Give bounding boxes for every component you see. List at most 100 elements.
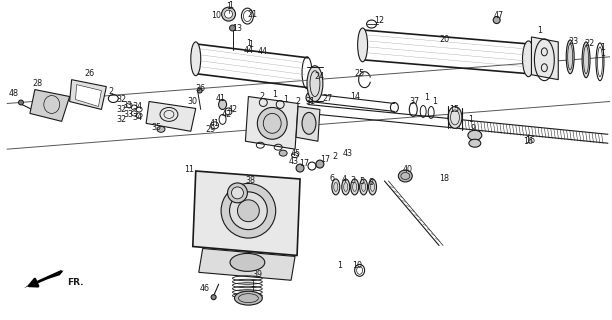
Ellipse shape — [230, 25, 236, 31]
Text: 21: 21 — [247, 10, 258, 19]
Text: 17: 17 — [320, 155, 330, 164]
Text: 14: 14 — [349, 92, 360, 101]
Text: 16: 16 — [523, 137, 534, 146]
Ellipse shape — [279, 150, 287, 156]
Text: 36: 36 — [196, 84, 206, 93]
Text: 31: 31 — [305, 97, 315, 106]
Text: 41: 41 — [210, 119, 220, 128]
Text: 1: 1 — [424, 93, 428, 102]
Ellipse shape — [468, 130, 482, 140]
Text: 18: 18 — [439, 174, 449, 183]
Text: 43: 43 — [289, 156, 299, 165]
Polygon shape — [296, 107, 320, 141]
Ellipse shape — [296, 164, 304, 172]
Ellipse shape — [218, 100, 226, 109]
Text: 3: 3 — [350, 176, 355, 186]
Text: 1: 1 — [537, 27, 542, 36]
Ellipse shape — [582, 42, 590, 78]
Text: 12: 12 — [375, 16, 384, 25]
Polygon shape — [24, 270, 64, 288]
Polygon shape — [199, 249, 295, 280]
Text: 39: 39 — [252, 270, 263, 279]
Text: 1: 1 — [433, 97, 438, 106]
Text: 20: 20 — [439, 36, 449, 44]
Text: 23: 23 — [568, 37, 578, 46]
Text: 1: 1 — [468, 115, 473, 124]
Text: 40: 40 — [402, 164, 412, 173]
Ellipse shape — [230, 253, 265, 271]
Text: 2: 2 — [332, 152, 337, 161]
Ellipse shape — [351, 179, 359, 195]
Text: 44: 44 — [257, 47, 267, 56]
Text: 45: 45 — [291, 149, 301, 158]
Text: 1: 1 — [600, 44, 605, 52]
Text: 1: 1 — [272, 90, 277, 99]
Polygon shape — [146, 101, 196, 131]
Ellipse shape — [448, 107, 462, 128]
Ellipse shape — [566, 40, 574, 74]
Ellipse shape — [257, 108, 287, 139]
Text: 22: 22 — [584, 39, 594, 48]
Text: 1: 1 — [250, 286, 255, 295]
Text: 1: 1 — [337, 261, 342, 270]
Ellipse shape — [228, 183, 247, 203]
Text: 38: 38 — [245, 176, 255, 186]
Text: 19: 19 — [252, 293, 261, 302]
Text: 15: 15 — [449, 105, 459, 114]
Text: 34: 34 — [132, 102, 142, 111]
Ellipse shape — [469, 139, 481, 147]
Text: 17: 17 — [299, 159, 309, 168]
Ellipse shape — [523, 41, 534, 77]
Text: FR.: FR. — [67, 278, 84, 287]
Text: 16: 16 — [526, 136, 536, 145]
Text: 1: 1 — [283, 95, 289, 104]
Text: 1: 1 — [246, 39, 251, 48]
Ellipse shape — [211, 295, 216, 300]
Text: 29: 29 — [206, 125, 216, 134]
Ellipse shape — [191, 42, 201, 76]
Ellipse shape — [307, 66, 323, 101]
Ellipse shape — [197, 88, 202, 93]
Polygon shape — [193, 171, 300, 255]
Ellipse shape — [157, 126, 165, 132]
Text: 1: 1 — [226, 2, 231, 11]
Text: 47: 47 — [494, 11, 504, 20]
Text: 32: 32 — [116, 115, 126, 124]
Ellipse shape — [357, 28, 368, 62]
Ellipse shape — [225, 10, 233, 18]
Text: 10: 10 — [353, 261, 363, 270]
Text: 9: 9 — [470, 124, 476, 133]
Text: 41: 41 — [215, 94, 226, 103]
Ellipse shape — [222, 7, 236, 21]
Text: 43: 43 — [343, 149, 353, 158]
Text: 25: 25 — [354, 69, 365, 78]
Text: 27: 27 — [323, 94, 333, 103]
Text: 46: 46 — [200, 284, 210, 293]
Polygon shape — [30, 90, 70, 121]
Ellipse shape — [230, 192, 267, 230]
Text: 1: 1 — [228, 1, 233, 10]
Text: 32: 32 — [116, 95, 126, 104]
Ellipse shape — [302, 112, 316, 134]
Ellipse shape — [398, 170, 412, 182]
Text: 33: 33 — [122, 101, 132, 110]
Text: 8: 8 — [368, 179, 373, 188]
Text: 34: 34 — [132, 113, 142, 122]
Ellipse shape — [368, 179, 376, 195]
Text: 24: 24 — [315, 72, 325, 81]
Text: 42: 42 — [228, 105, 237, 114]
Text: 13: 13 — [233, 23, 242, 33]
Ellipse shape — [18, 100, 23, 105]
Ellipse shape — [221, 183, 276, 238]
Ellipse shape — [341, 179, 349, 195]
Text: 32: 32 — [116, 105, 126, 114]
Polygon shape — [245, 97, 298, 149]
Ellipse shape — [332, 179, 340, 195]
Ellipse shape — [316, 160, 324, 168]
Text: 37: 37 — [409, 97, 419, 106]
Ellipse shape — [493, 17, 500, 24]
Ellipse shape — [234, 291, 263, 305]
Text: 48: 48 — [9, 89, 19, 98]
Polygon shape — [531, 37, 558, 80]
Text: 42: 42 — [222, 110, 231, 119]
